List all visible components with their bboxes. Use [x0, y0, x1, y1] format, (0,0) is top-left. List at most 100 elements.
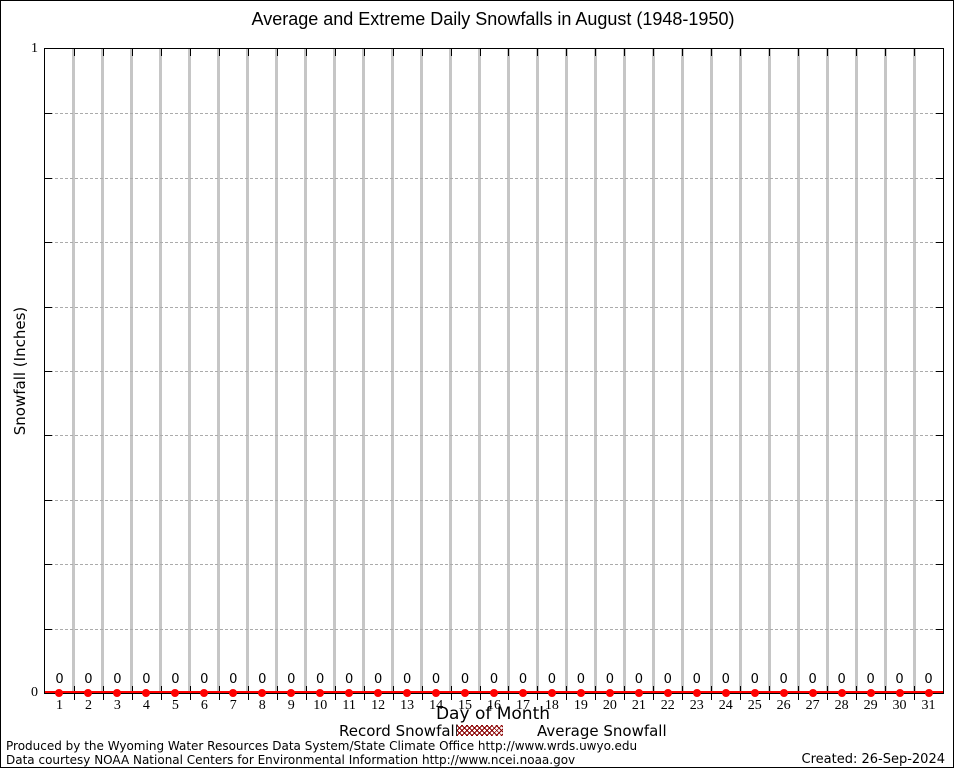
x-axis-bottom-tick	[479, 686, 481, 700]
point-value-label: 0	[316, 672, 325, 687]
point-value-label: 0	[866, 672, 875, 687]
point-value-label: 0	[113, 672, 122, 687]
horizontal-gridline	[45, 242, 943, 244]
x-axis-top-tick	[682, 49, 684, 56]
x-tick-label: 22	[660, 698, 675, 713]
horizontal-gridline	[45, 435, 943, 437]
average-snowfall-point	[171, 689, 180, 697]
x-axis-top-tick	[537, 49, 539, 56]
horizontal-gridline	[45, 499, 943, 501]
x-axis-top-tick	[247, 49, 249, 56]
average-snowfall-point	[142, 689, 151, 697]
x-axis-top-tick	[856, 49, 858, 56]
x-axis-top-tick	[218, 49, 220, 56]
x-axis-bottom-tick	[160, 686, 162, 700]
x-axis-top-tick	[653, 49, 655, 56]
x-tick-label: 10	[313, 698, 328, 713]
x-axis-bottom-tick	[73, 686, 75, 700]
y-tick-label-0: 0	[31, 685, 38, 700]
y-axis-right-tick	[936, 628, 943, 630]
point-value-label: 0	[837, 672, 846, 687]
x-axis-top-tick	[102, 49, 104, 56]
x-tick-label: 1	[55, 698, 63, 713]
created-date: Created: 26-Sep-2024	[801, 752, 945, 767]
x-tick-label: 28	[834, 698, 849, 713]
y-axis-left-tick	[45, 113, 52, 115]
x-tick-label: 9	[287, 698, 295, 713]
point-value-label: 0	[576, 672, 586, 687]
y-axis-right-tick	[936, 177, 943, 179]
average-snowfall-point	[113, 689, 122, 697]
x-tick-label: 12	[371, 698, 386, 713]
x-tick-label: 13	[400, 698, 415, 713]
x-tick-label: 21	[631, 698, 646, 713]
point-value-label: 0	[287, 672, 296, 687]
horizontal-gridline	[45, 371, 943, 372]
x-axis-top-tick	[73, 49, 75, 56]
average-snowfall-point	[837, 689, 846, 697]
x-axis-bottom-tick	[537, 686, 539, 700]
y-axis-left-tick	[45, 628, 52, 630]
x-axis-top-tick	[827, 49, 829, 56]
horizontal-gridline	[45, 628, 943, 630]
x-tick-label: 24	[718, 698, 733, 713]
x-axis-bottom-tick	[885, 686, 887, 700]
point-value-label: 0	[171, 672, 180, 687]
average-snowfall-point	[721, 689, 730, 697]
point-value-label: 0	[55, 672, 64, 687]
x-axis-bottom-tick	[566, 686, 568, 700]
x-axis-bottom-tick	[247, 686, 249, 700]
x-axis-top-tick	[769, 49, 771, 56]
average-snowfall-point	[374, 689, 383, 697]
y-axis-left-tick	[45, 435, 52, 437]
x-axis-top-tick	[189, 49, 191, 56]
x-tick-label: 3	[113, 698, 121, 713]
horizontal-gridline	[45, 564, 943, 566]
x-axis-bottom-tick	[102, 686, 104, 700]
y-axis-left-tick	[45, 499, 52, 501]
footer-data-courtesy: Data courtesy NOAA National Centers for …	[6, 753, 576, 767]
average-snowfall-point	[518, 689, 527, 697]
average-snowfall-point	[461, 689, 470, 697]
x-axis-bottom-tick	[189, 686, 191, 700]
x-axis-bottom-tick	[798, 686, 800, 700]
y-axis-right-tick	[936, 113, 943, 115]
x-tick-label: 14	[429, 698, 444, 713]
x-tick-label: 11	[342, 698, 356, 713]
average-snowfall-point	[84, 689, 93, 697]
x-axis-top-tick	[479, 49, 481, 56]
x-axis-top-tick	[421, 49, 423, 56]
average-snowfall-point	[866, 689, 875, 697]
point-value-label: 0	[779, 672, 788, 687]
point-value-label: 0	[489, 672, 499, 687]
x-tick-label: 2	[84, 698, 92, 713]
point-value-label: 0	[460, 672, 470, 687]
point-value-label: 0	[634, 672, 643, 687]
plot-area: 0 1 0 2 0 3 0 4 0 5 0 6 0 7 0 8 0 9 0 10 0 11 0 12 0 13 0 14 0 15 0 16 0…	[44, 48, 944, 713]
point-value-label: 0	[229, 672, 238, 687]
x-axis-bottom-tick	[508, 686, 510, 700]
y-axis-left-tick	[45, 242, 52, 244]
x-axis-top-tick	[885, 49, 887, 56]
point-value-label: 0	[721, 672, 730, 687]
point-value-label: 0	[547, 672, 557, 687]
average-snowfall-point	[547, 689, 556, 697]
average-snowfall-point	[490, 689, 498, 697]
x-axis-top-tick	[131, 49, 133, 56]
horizontal-gridline	[45, 306, 943, 308]
x-axis-top-tick	[363, 49, 365, 56]
point-value-label: 0	[895, 672, 904, 687]
point-value-label: 0	[345, 672, 354, 687]
x-axis-bottom-tick	[682, 686, 684, 700]
y-axis-left-tick	[45, 177, 52, 179]
x-axis-top-tick	[392, 49, 394, 56]
x-tick-label: 19	[573, 698, 588, 713]
x-axis-bottom-tick	[653, 686, 655, 700]
legend-record-snowfall-swatch	[457, 725, 503, 736]
x-tick-label: 16	[487, 698, 501, 713]
average-snowfall-point	[924, 689, 933, 697]
average-snowfall-point	[345, 689, 354, 697]
point-value-label: 0	[402, 672, 412, 687]
y-axis-right-tick	[936, 371, 943, 372]
